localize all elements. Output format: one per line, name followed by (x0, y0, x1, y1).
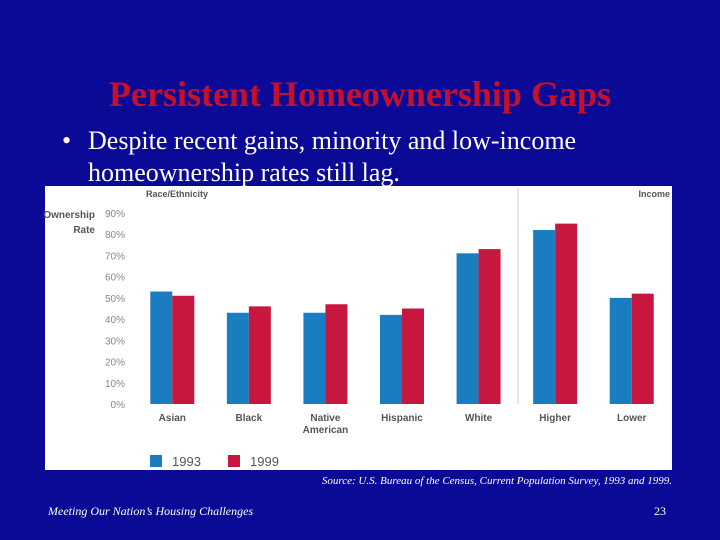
legend-swatch (150, 455, 162, 467)
page-number: 23 (654, 504, 666, 518)
bullet-marker: • (62, 126, 71, 155)
x-tick-label: Higher (539, 413, 571, 424)
legend-swatch (228, 455, 240, 467)
x-tick-label: Lower (617, 413, 647, 424)
bar (609, 297, 632, 404)
bar (303, 312, 326, 404)
source-note: Source: U.S. Bureau of the Census, Curre… (322, 475, 672, 487)
bar (478, 249, 501, 404)
bar (380, 314, 402, 404)
y-axis-label: Ownership Rate (43, 210, 95, 236)
y-tick-label: 0% (111, 400, 126, 411)
legend-label: 1999 (250, 454, 279, 469)
bar (150, 291, 173, 404)
x-tick-label: Hispanic (381, 413, 423, 424)
legend-label: 1993 (172, 454, 201, 469)
y-tick-label: 70% (105, 251, 125, 262)
bar (172, 295, 195, 404)
group-label: Income (638, 189, 670, 199)
bar (456, 253, 479, 404)
bar (226, 312, 249, 404)
bar (402, 308, 424, 404)
y-tick-label: 40% (105, 315, 125, 326)
y-tick-label: 60% (105, 273, 125, 284)
bullet-text: Despite recent gains, minority and low-i… (88, 126, 576, 187)
y-tick-label: 30% (105, 336, 125, 347)
y-tick-label: 10% (105, 379, 125, 390)
y-tick-label: 80% (105, 230, 125, 241)
group-label: Race/Ethnicity (146, 189, 208, 199)
y-tick-label: 50% (105, 294, 125, 305)
x-tick-label: Asian (159, 413, 186, 424)
footer: Meeting Our Nation’s Housing Challenges (47, 504, 253, 518)
bar (631, 293, 654, 404)
y-tick-label: 20% (105, 358, 125, 369)
x-tick-label: White (465, 413, 493, 424)
bar (555, 223, 578, 404)
chart-panel (45, 186, 672, 470)
bar (248, 306, 271, 404)
bar (533, 229, 556, 404)
slide-title: Persistent Homeownership Gaps (109, 74, 611, 114)
x-tick-label: Native American (303, 413, 349, 436)
x-tick-label: Black (236, 413, 263, 424)
bar (325, 304, 348, 404)
y-tick-label: 90% (105, 209, 125, 220)
